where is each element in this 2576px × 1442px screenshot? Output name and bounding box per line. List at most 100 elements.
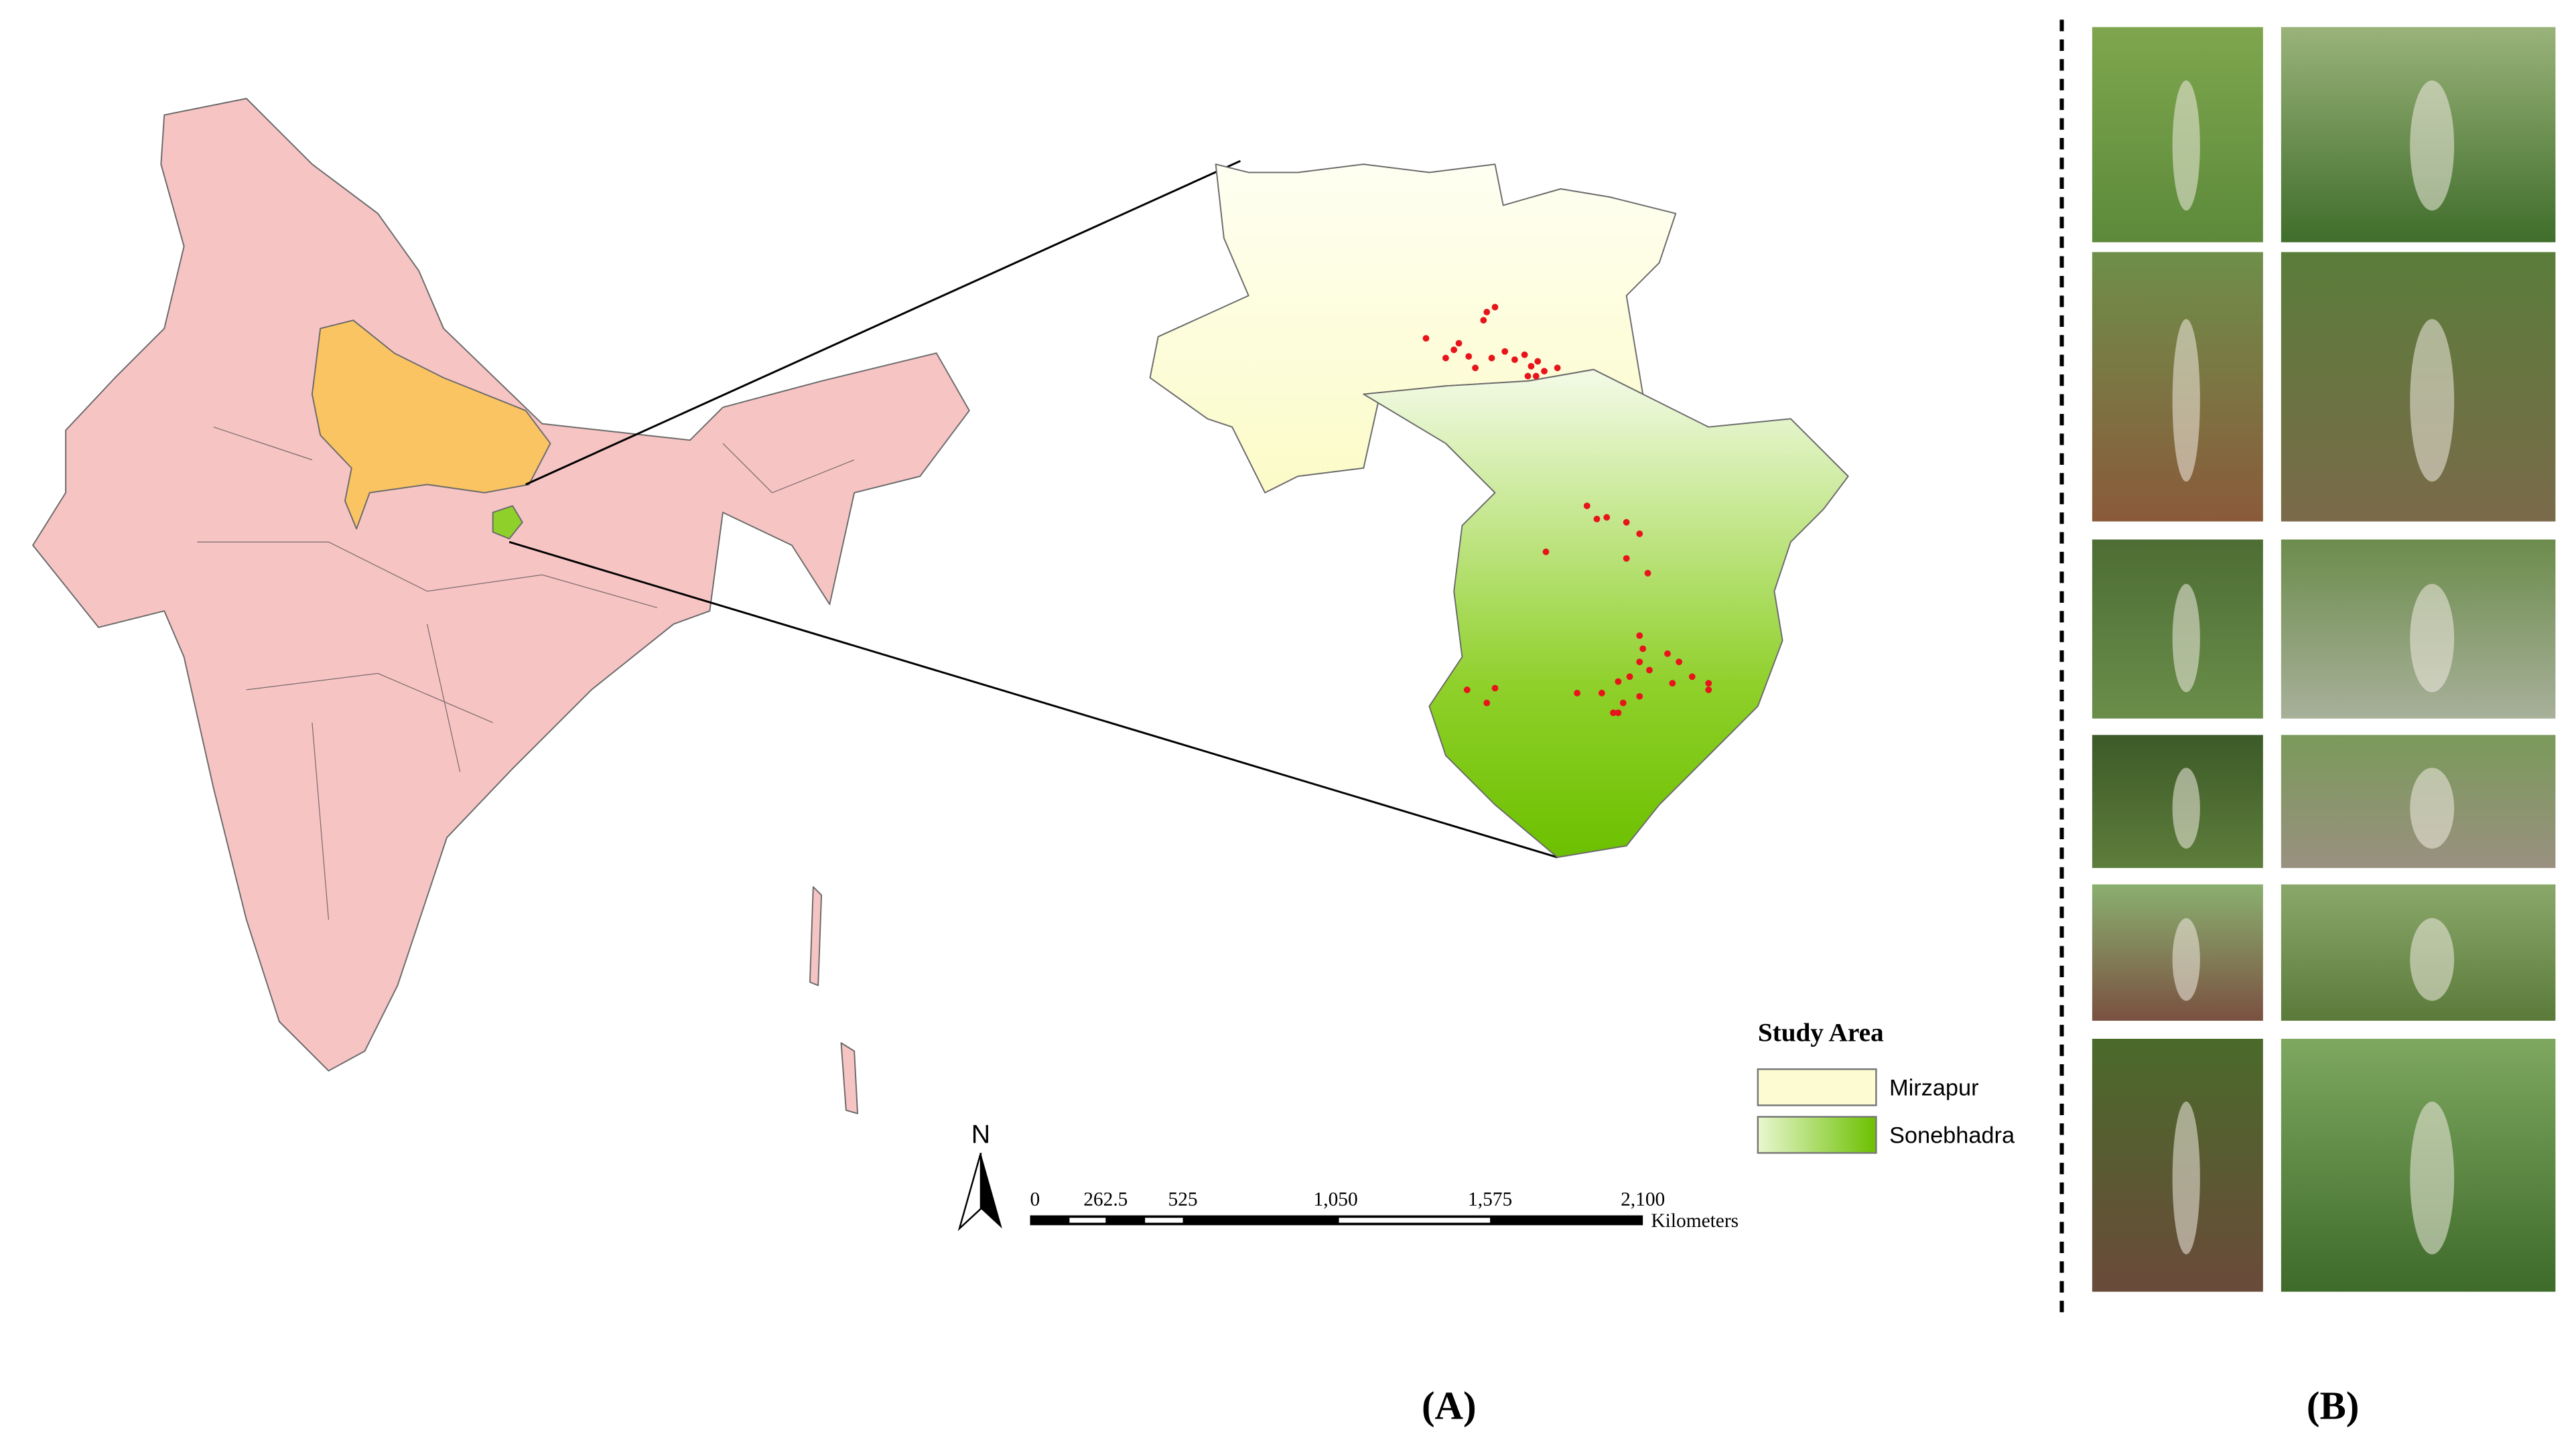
panel-label: (A) <box>1422 1384 1477 1428</box>
survey-site <box>1705 687 1712 693</box>
survey-site <box>1442 354 1449 362</box>
survey-site <box>1669 680 1676 687</box>
photo <box>2090 250 2265 524</box>
survey-site <box>1501 348 1509 355</box>
photo-figure <box>2410 583 2455 693</box>
photo-figure <box>2410 80 2455 211</box>
photo-figure <box>2172 319 2200 482</box>
scale-unit: Kilometers <box>1651 1210 1739 1232</box>
photo <box>2279 538 2557 721</box>
survey-site <box>1534 358 1542 365</box>
photo-figure <box>2172 918 2200 1001</box>
scale-segment <box>1339 1218 1491 1223</box>
survey-site <box>1524 372 1532 380</box>
arrow-left <box>957 1153 982 1232</box>
survey-site <box>1465 353 1473 360</box>
sonebhadra-locator <box>492 505 523 540</box>
north-arrow: N <box>957 1120 1002 1232</box>
sonebhadra <box>1363 368 1849 859</box>
scale-label: 525 <box>1168 1189 1198 1210</box>
photo <box>2279 883 2557 1023</box>
survey-site <box>1511 356 1518 363</box>
survey-site <box>1422 335 1430 342</box>
survey-sites <box>1422 303 1712 717</box>
survey-site <box>1455 340 1463 347</box>
photo <box>2279 733 2557 870</box>
arrow-right <box>980 1153 1002 1229</box>
survey-site <box>1554 364 1561 372</box>
survey-site <box>1542 549 1550 555</box>
district-map <box>1149 163 1849 859</box>
survey-site <box>1472 364 1479 372</box>
scale-label: 2,100 <box>1621 1189 1665 1210</box>
survey-site <box>1450 346 1458 354</box>
zoom-line <box>525 159 1241 486</box>
photo <box>2090 25 2265 244</box>
survey-site <box>1636 658 1643 666</box>
survey-site <box>1615 709 1622 717</box>
survey-site <box>1491 303 1499 311</box>
scale-label: 1,050 <box>1314 1189 1358 1210</box>
legend-label: Sonebhadra <box>1889 1123 2015 1149</box>
survey-site <box>1644 569 1651 577</box>
legend-swatch <box>1757 1116 1877 1154</box>
legend-label: Mirzapur <box>1889 1076 1979 1101</box>
survey-site <box>1541 368 1548 375</box>
zoom-line <box>509 540 1558 859</box>
photo-image <box>2279 883 2557 1023</box>
survey-site <box>1636 693 1643 700</box>
photo <box>2279 25 2557 244</box>
survey-site <box>1619 699 1627 707</box>
scale-label: 262.5 <box>1083 1189 1128 1210</box>
panel-label: (B) <box>2307 1384 2359 1428</box>
legend-swatch <box>1757 1068 1877 1106</box>
survey-site <box>1480 317 1487 324</box>
survey-site <box>1639 645 1647 652</box>
survey-site <box>1688 673 1696 680</box>
survey-site <box>1615 678 1622 685</box>
photo-figure <box>2410 319 2455 482</box>
photo-figure <box>2172 768 2200 849</box>
survey-site <box>1603 514 1611 521</box>
photo-figure <box>2172 80 2200 211</box>
photo-figure <box>2172 1101 2200 1254</box>
photo <box>2090 538 2265 721</box>
survey-site <box>1623 518 1630 526</box>
survey-site <box>1463 687 1471 693</box>
survey-site <box>1646 666 1653 674</box>
survey-site <box>1483 309 1491 315</box>
photo <box>2279 250 2557 524</box>
scale-bar: Kilometers 0 262.5 525 1,050 1,575 2,100 <box>1030 1189 1739 1232</box>
photo <box>2090 733 2265 870</box>
scale-label: 1,575 <box>1468 1189 1512 1210</box>
survey-site <box>1593 515 1601 522</box>
legend-title: Study Area <box>1758 1019 1884 1048</box>
photo <box>2090 1037 2265 1294</box>
survey-site <box>1598 689 1605 697</box>
photo <box>2279 1037 2557 1294</box>
scale-label: 0 <box>1030 1189 1040 1210</box>
survey-site <box>1705 680 1712 687</box>
photo-figure <box>2410 918 2455 1001</box>
survey-site <box>1483 699 1491 707</box>
survey-site <box>1488 354 1495 362</box>
islands <box>809 886 859 1114</box>
photo <box>2090 883 2265 1023</box>
scale-bar-frame <box>1030 1215 1643 1226</box>
survey-site <box>1583 502 1590 510</box>
scale-segment <box>1069 1218 1106 1223</box>
survey-site <box>1521 351 1528 358</box>
photo-grid <box>2090 25 2557 1294</box>
india-outline <box>32 98 970 1072</box>
north-label: N <box>971 1120 990 1149</box>
photo-figure <box>2172 583 2200 693</box>
uttar-pradesh <box>311 319 551 530</box>
survey-site <box>1491 684 1499 692</box>
survey-site <box>1532 372 1540 380</box>
survey-site <box>1623 555 1630 562</box>
survey-site <box>1626 673 1633 680</box>
survey-site <box>1636 632 1643 639</box>
survey-site <box>1636 530 1643 537</box>
